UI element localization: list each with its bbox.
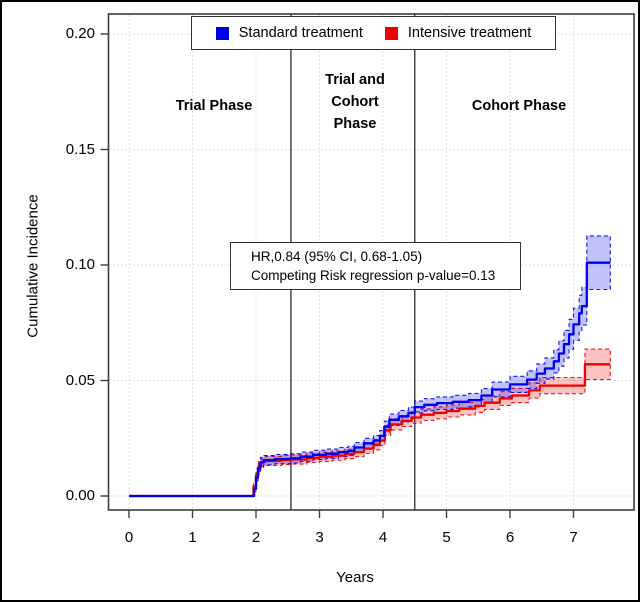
- plot-frame: [107, 13, 635, 511]
- phase-label-cohort: Cohort Phase: [471, 98, 567, 114]
- y-tick-label: 0.20: [65, 25, 95, 42]
- intensive-treatment-swatch-icon: [384, 26, 398, 40]
- phase-label-trial-and-cohort: Trial and Cohort Phase: [325, 72, 385, 132]
- legend-label-standard: Standard treatment: [238, 25, 363, 41]
- x-tick-label: 7: [569, 529, 578, 546]
- intensive-treatment-ci-band: [129, 348, 611, 497]
- pvalue-line: Competing Risk regression p-value=0.13: [251, 268, 496, 283]
- hazard-ratio-annotation-box: HR,0.84 (95% CI, 0.68-1.05) Competing Ri…: [230, 242, 521, 290]
- x-tick-label: 5: [442, 529, 451, 546]
- y-axis-title: Cumulative Incidence: [24, 194, 42, 338]
- hr-line: HR,0.84 (95% CI, 0.68-1.05): [251, 249, 423, 264]
- legend: Standard treatment Intensive treatment: [191, 16, 556, 50]
- x-tick-label: 4: [378, 529, 388, 546]
- y-tick-label: 0.15: [65, 140, 95, 158]
- phase-label-trial: Trial Phase: [175, 98, 253, 114]
- x-tick-label: 2: [251, 529, 261, 546]
- y-tick-label: 0.00: [65, 487, 95, 504]
- x-tick-label: 3: [315, 529, 324, 546]
- standard-treatment-swatch-icon: [215, 26, 229, 40]
- x-tick-label: 1: [188, 529, 197, 546]
- standard-treatment-curve: [129, 261, 611, 498]
- legend-label-intensive: Intensive treatment: [407, 25, 532, 41]
- legend-entry-standard: Standard treatment: [215, 25, 363, 41]
- x-tick-label: 0: [124, 529, 134, 546]
- x-tick-label: 6: [505, 529, 515, 546]
- y-tick-label: 0.10: [65, 256, 95, 273]
- x-axis-title: Years: [336, 569, 374, 586]
- legend-entry-intensive: Intensive treatment: [384, 25, 532, 41]
- y-tick-label: 0.05: [65, 371, 95, 389]
